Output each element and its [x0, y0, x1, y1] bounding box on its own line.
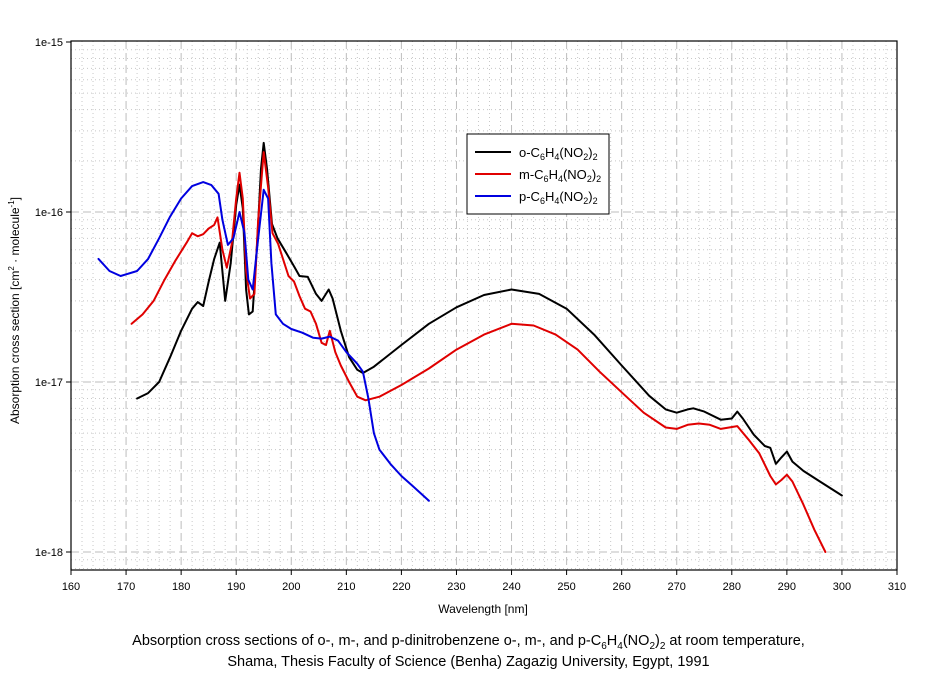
x-tick-label: 210 — [337, 581, 355, 593]
legend-text-part: H — [545, 189, 554, 204]
y-axis-title-base: Absorption cross section [cm — [8, 271, 22, 424]
x-tick-label: 280 — [723, 581, 741, 593]
caption-sub: 2 — [659, 640, 666, 652]
legend-label-m: m-C6H4(NO2)2 — [519, 167, 601, 184]
x-tick-label: 220 — [392, 581, 410, 593]
caption-sub: 2 — [649, 640, 655, 652]
x-tick-label: 260 — [612, 581, 630, 593]
legend-subscript: 2 — [593, 196, 598, 206]
legend-text-part: p-C — [519, 189, 540, 204]
x-tick-label: 300 — [833, 581, 851, 593]
x-tick-label: 160 — [62, 581, 80, 593]
legend: o-C6H4(NO2)2m-C6H4(NO2)2p-C6H4(NO2)2 — [466, 133, 610, 215]
legend-text-part: ) — [588, 189, 592, 204]
legend-text-part: ) — [592, 167, 596, 182]
y-tick-label: 1e-16 — [35, 207, 63, 219]
x-axis-title: Wavelength [nm] — [438, 602, 528, 616]
legend-subscript: 4 — [558, 174, 563, 184]
x-tick-label: 290 — [778, 581, 796, 593]
legend-subscript: 2 — [583, 196, 588, 206]
legend-subscript: 4 — [554, 196, 559, 206]
axis-ticks: 160 170 180 190 200 210 220 230 240 250 260 270 280 2… — [35, 37, 906, 593]
x-tick-label: 170 — [117, 581, 135, 593]
x-tick-label: 250 — [557, 581, 575, 593]
y-axis-title-sup1: 2 — [7, 266, 16, 271]
series-layer — [97, 141, 843, 553]
legend-text-part: H — [545, 145, 554, 160]
y-tick-label: 1e-15 — [35, 37, 63, 49]
series-line-p — [97, 181, 430, 502]
legend-subscript: 2 — [596, 174, 601, 184]
plot-frame — [70, 40, 898, 571]
x-tick-label: 190 — [227, 581, 245, 593]
legend-text-part: H — [549, 167, 558, 182]
y-axis-title-mid: · molecule — [8, 207, 22, 266]
y-axis-title: Absorption cross section [cm2 · molecule… — [7, 197, 22, 424]
x-tick-label: 230 — [447, 581, 465, 593]
x-tick-label: 180 — [172, 581, 190, 593]
caption-text: (NO — [622, 633, 650, 649]
caption-line-2: Shama, Thesis Faculty of Science (Benha)… — [227, 654, 710, 670]
caption-text: at room temperature, — [665, 633, 805, 649]
legend-subscript: 6 — [544, 174, 549, 184]
caption-text: ) — [655, 633, 660, 649]
caption-sub: 4 — [617, 640, 623, 652]
legend-subscript: 2 — [593, 152, 598, 162]
x-tick-label: 240 — [502, 581, 520, 593]
absorption-chart: 160 170 180 190 200 210 220 230 240 250 260 270 280 2… — [7, 37, 906, 616]
y-tick-label: 1e-18 — [35, 547, 63, 559]
legend-label-o: o-C6H4(NO2)2 — [519, 145, 598, 162]
series-line-o — [136, 141, 843, 497]
legend-subscript: 2 — [583, 152, 588, 162]
caption-text: Absorption cross sections of o-, m-, and… — [132, 633, 602, 649]
legend-text-part: o-C — [519, 145, 540, 160]
legend-text-part: (NO — [559, 145, 583, 160]
legend-subscript: 2 — [587, 174, 592, 184]
x-tick-label: 200 — [282, 581, 300, 593]
legend-subscript: 6 — [540, 196, 545, 206]
legend-label-p: p-C6H4(NO2)2 — [519, 189, 598, 206]
legend-subscript: 6 — [540, 152, 545, 162]
x-tick-label: 270 — [668, 581, 686, 593]
caption-sub: 6 — [601, 640, 607, 652]
legend-text-part: (NO — [559, 189, 583, 204]
y-axis-title-end: ] — [8, 197, 22, 200]
legend-text-part: m-C — [519, 167, 544, 182]
legend-text-part: (NO — [563, 167, 587, 182]
legend-text-part: ) — [588, 145, 592, 160]
y-axis-title-sup2: -1 — [7, 200, 16, 208]
caption-text: H — [606, 633, 618, 649]
y-tick-label: 1e-17 — [35, 377, 63, 389]
legend-subscript: 4 — [554, 152, 559, 162]
x-tick-label: 310 — [888, 581, 906, 593]
caption-line-1: Absorption cross sections of o-, m-, and… — [0, 631, 937, 657]
